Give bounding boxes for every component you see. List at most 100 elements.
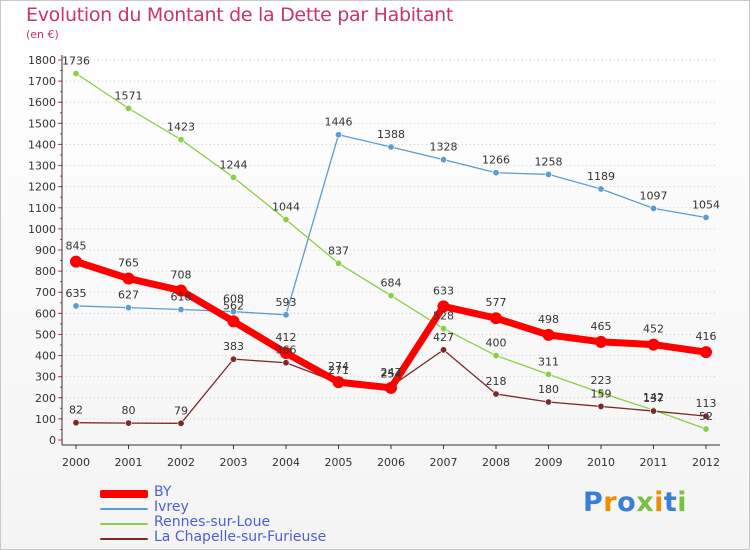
data-label: 416 [696,330,717,343]
data-label: 1423 [167,121,195,134]
logo-letter: x [636,487,655,518]
legend-swatch [100,490,148,498]
x-tick-labels: 2000 2001 2002 2003 2004 2005 2006 2007 2008 2009… [62,456,720,469]
data-point [439,325,447,333]
legend-swatch [100,523,148,525]
y-tick-label: 1100 [28,202,56,215]
data-point [490,312,502,325]
data-label: 311 [538,355,559,368]
data-label: 247 [381,366,402,379]
data-label: 80 [122,404,136,417]
y-tick-label: 200 [35,392,56,405]
data-label: 412 [276,331,297,344]
data-label: 52 [699,410,713,423]
axes [58,55,720,449]
logo-letter: i [677,487,688,518]
y-tick-label: 1300 [28,160,56,173]
legend-swatch [100,508,148,510]
data-point [177,306,185,314]
data-label: 618 [171,291,192,304]
x-tick-label: 2011 [640,456,668,469]
data-label: 366 [276,344,297,357]
data-label: 635 [66,287,87,300]
data-point [125,304,133,312]
legend-label: La Chapelle-sur-Furieuse [154,529,327,545]
x-tick-label: 2002 [167,456,195,469]
data-point [595,335,607,348]
data-point [597,402,605,410]
data-label: 452 [643,323,664,336]
data-label: 1189 [587,170,615,183]
data-label: 845 [66,240,87,253]
data-label: 633 [433,284,454,297]
data-point [492,352,500,360]
data-label: 79 [174,404,188,417]
logo-letter: r [603,487,618,518]
data-point [282,359,290,367]
data-point [72,302,80,310]
data-point [332,376,345,389]
data-label: 1266 [482,154,510,167]
x-tick-label: 2008 [482,456,510,469]
data-point [70,255,82,268]
data-point [597,389,605,397]
data-labels: 845 765 708 562 412 274 247 633 577 498 465 452 416 6… [62,55,720,424]
proxiti-logo: Proxiti [583,487,687,518]
data-label: 1736 [62,55,90,68]
data-point [597,185,605,193]
data-label: 1388 [377,128,405,141]
series-2 [72,70,710,433]
logo-letter: i [654,487,664,518]
x-tick-label: 2003 [220,456,248,469]
y-tick-label: 1700 [28,75,56,88]
data-point [649,204,657,212]
data-label: 708 [171,269,192,282]
data-label: 137 [643,392,664,405]
series-group [70,70,712,433]
data-label: 223 [591,374,612,387]
x-tick-label: 2010 [587,456,615,469]
data-point [230,173,238,181]
data-point [702,213,710,221]
x-tick-label: 2006 [377,456,405,469]
y-tick-label: 1800 [28,54,56,67]
data-point [439,156,447,164]
data-point [125,419,133,427]
data-label: 1097 [640,189,668,202]
data-point [387,143,395,151]
data-label: 465 [591,320,612,333]
legend-label: BY [154,484,172,500]
data-label: 271 [328,364,349,377]
y-tick-label: 1400 [28,138,56,151]
y-tick-label: 100 [35,413,56,426]
data-point [387,292,395,300]
data-point [437,300,450,313]
data-point [177,419,185,427]
data-point [385,381,397,394]
legend-label: Rennes-sur-Loue [154,514,271,530]
data-label: 627 [118,289,139,302]
data-point [334,131,342,139]
data-point [282,216,290,224]
x-tick-label: 2007 [430,456,458,469]
data-point [280,347,292,360]
data-point [230,355,238,363]
y-tick-labels: 0 100 200 300 400 500 600 700 800 900 1000 1100 1200… [28,54,56,447]
data-label: 427 [433,331,454,344]
x-tick-label: 2004 [272,456,300,469]
data-label: 1571 [115,89,143,102]
data-label: 142 [643,391,664,404]
data-point [700,346,712,359]
data-point [177,136,185,144]
data-point [492,390,500,398]
data-point [544,398,552,406]
data-point [227,315,240,328]
data-point [544,170,552,178]
legend-label: Ivrey [154,499,189,515]
data-point [72,70,80,78]
data-label: 562 [223,299,244,312]
logo-letter: P [583,487,604,518]
data-point [702,412,710,420]
data-point [439,346,447,354]
